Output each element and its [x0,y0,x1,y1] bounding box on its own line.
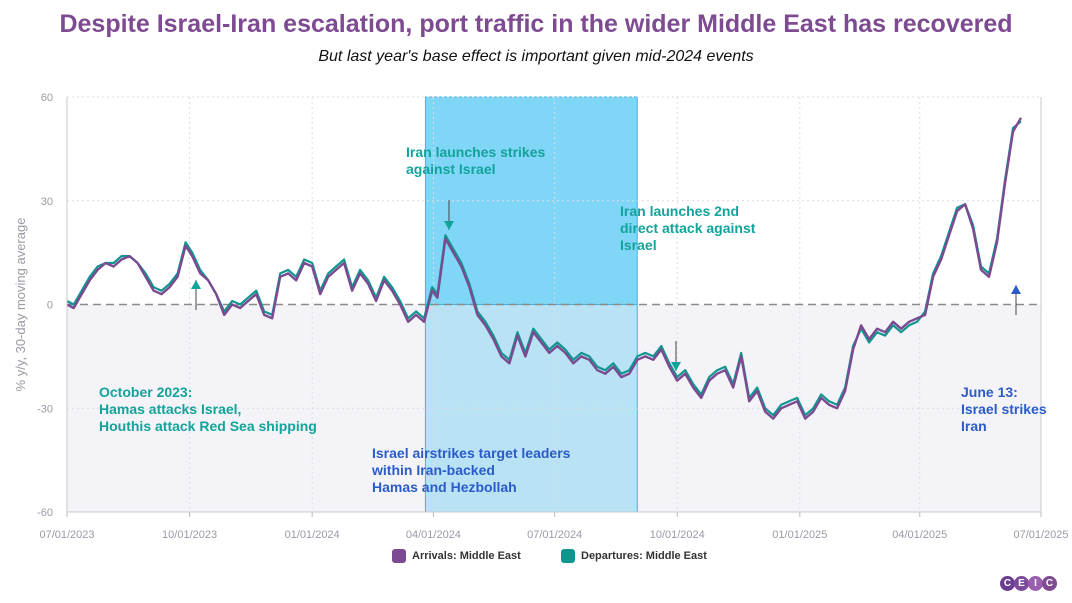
x-tick-label: 04/01/2025 [892,529,947,541]
annotation-iran2: direct attack against [620,220,756,236]
annotation-iran2: Israel [620,237,657,253]
annotation-oct2023: October 2023: [99,384,192,400]
legend-swatch-arrivals [392,549,406,563]
annotation-layer: October 2023:Hamas attacks Israel,Houthi… [99,144,1047,495]
annotation-iran1: Iran launches strikes [406,144,546,160]
legend-item-arrivals[interactable]: Arrivals: Middle East [392,549,521,563]
annotation-airstrikes: Israel airstrikes target leaders [372,445,571,461]
y-tick-label: 0 [47,300,53,312]
x-tick-label: 01/01/2024 [285,529,340,541]
x-tick-label: 04/01/2024 [406,529,461,541]
annotation-iran2: Iran launches 2nd [620,203,739,219]
axis-layer: 60 30 0 -30 -60 07/01/2023 10/01/2023 01/01/202… [13,92,1069,541]
annotation-oct2023: Hamas attacks Israel, [99,401,241,417]
series-layer [66,117,1023,420]
annotation-airstrikes: Hamas and Hezbollah [372,479,517,495]
y-tick-label: -60 [37,507,53,519]
x-tick-label: 07/01/2025 [1013,529,1068,541]
y-tick-label: -30 [37,403,53,415]
chart-subtitle: But last year's base effect is important… [318,48,754,65]
arrow-head [444,221,454,230]
series-line-arrivals [66,117,1023,420]
x-tick-label: 10/01/2024 [650,529,705,541]
x-tick-label: 07/01/2023 [39,529,94,541]
legend-item-departures[interactable]: Departures: Middle East [561,549,707,563]
annotation-june13: Israel strikes [961,401,1047,417]
x-tick-label: 01/01/2025 [772,529,827,541]
legend-label-arrivals: Arrivals: Middle East [412,550,521,562]
legend-label-departures: Departures: Middle East [581,550,707,562]
annotation-iran1: against Israel [406,161,496,177]
annotation-june13: Iran [961,418,987,434]
chart-title: Despite Israel-Iran escalation, port tra… [59,10,1013,38]
legend-swatch-departures [561,549,575,563]
ceic-logo: C E I C [1000,576,1057,591]
arrow-head [191,280,201,289]
annotation-june13: June 13: [961,384,1018,400]
logo-letter: C [1000,576,1015,591]
arrow-head [1011,285,1021,294]
logo-letter: C [1042,576,1057,591]
y-tick-label: 60 [41,92,53,104]
y-tick-label: 30 [41,196,53,208]
x-tick-label: 07/01/2024 [527,529,582,541]
logo-letter: E [1014,576,1029,591]
logo-letter: I [1028,576,1043,591]
arrow-head [671,362,681,371]
annotation-oct2023: Houthis attack Red Sea shipping [99,418,317,434]
legend: Arrivals: Middle East Departures: Middle… [0,549,1072,569]
x-tick-label: 10/01/2023 [162,529,217,541]
y-axis-label: % y/y, 30-day moving average [13,218,28,392]
annotation-airstrikes: within Iran-backed [371,462,495,478]
